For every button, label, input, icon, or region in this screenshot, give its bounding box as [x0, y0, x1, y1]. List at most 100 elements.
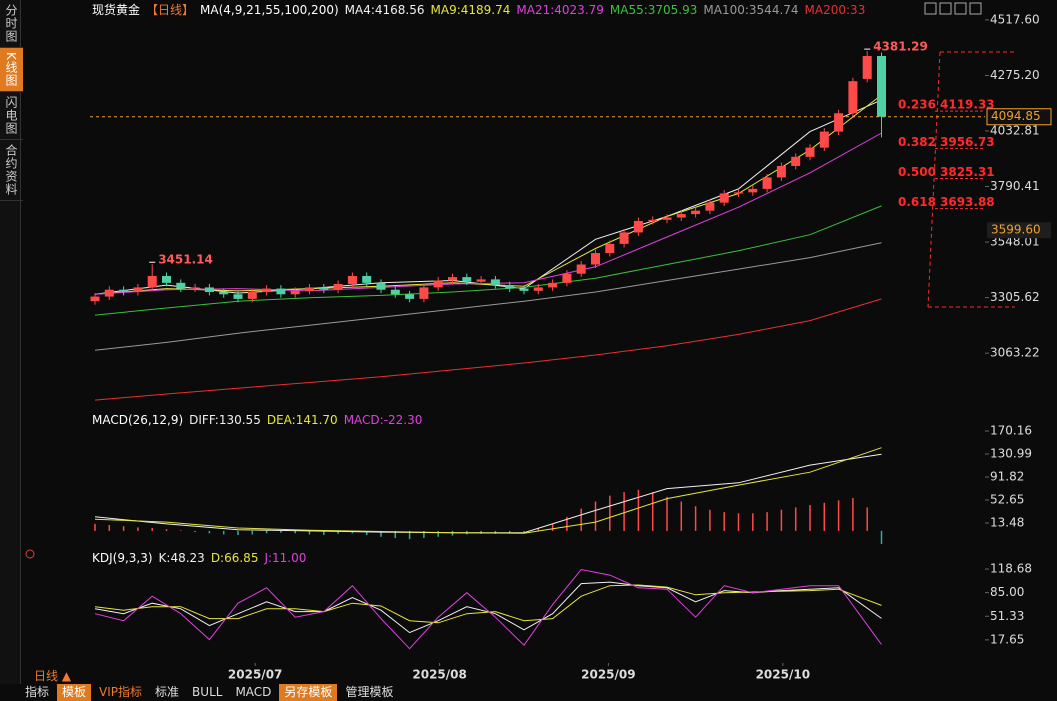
tab[interactable]: MACD — [235, 685, 272, 699]
chart: 4517.604275.204032.813790.413548.013305.… — [25, 2, 1052, 682]
tab[interactable]: 管理模板 — [345, 685, 394, 699]
candle-body — [834, 113, 844, 132]
y-tick-label: 91.82 — [990, 469, 1024, 483]
sidebar-item[interactable]: 闪电图 — [0, 92, 23, 140]
candle-body — [648, 219, 658, 221]
tab[interactable]: 标准 — [155, 685, 180, 699]
candle-body — [734, 192, 743, 194]
candle-body — [619, 232, 629, 244]
candle-body — [247, 291, 257, 299]
high-label: 3451.14 — [158, 253, 213, 267]
candle-body — [476, 279, 486, 282]
fib-value: 3693.88 — [940, 195, 995, 209]
candle-body — [319, 287, 329, 290]
period-label[interactable]: 日线 — [34, 669, 59, 683]
x-tick-label: 2025/07 — [228, 668, 282, 682]
tab[interactable]: VIP指标 — [99, 685, 143, 699]
fib-value: 4119.33 — [940, 98, 995, 112]
legend-entry: MA200:33 — [804, 3, 866, 17]
candle-body — [376, 282, 386, 290]
candle-body — [862, 55, 872, 79]
candle-body — [791, 156, 801, 166]
candle-body — [548, 282, 558, 288]
legend-entry: MA100:3544.74 — [703, 3, 799, 17]
candle-body — [705, 202, 715, 211]
candle-body — [576, 264, 586, 274]
cursor-price-label: 3599.60 — [991, 223, 1041, 237]
candle-body — [119, 289, 129, 292]
kdj-icon — [25, 549, 35, 559]
y-tick-label: 3790.41 — [990, 179, 1040, 193]
candle-body — [605, 243, 615, 254]
legend-entry: DIFF:130.55 — [189, 413, 261, 427]
candle-body — [419, 287, 429, 299]
y-tick-label: 13.48 — [990, 515, 1024, 529]
panel-header: 现货黄金 【日线】 MA(4,9,21,55,100,200) MA4:4168.56… — [92, 2, 865, 18]
candle-body — [448, 277, 457, 281]
cursor-price-box — [987, 222, 1051, 239]
y-tick-label: 4032.81 — [990, 123, 1040, 137]
candle-body — [176, 282, 186, 289]
candle-body — [719, 193, 729, 203]
candle-body — [162, 275, 171, 283]
y-tick-label: 170.16 — [990, 423, 1032, 437]
panel-header: MACD(26,12,9) DIFF:130.55 DEA:141.70 MACD:-… — [92, 412, 422, 428]
title: MACD(26,12,9) — [92, 413, 184, 427]
candle-body — [262, 288, 272, 292]
macd-line — [94, 453, 882, 534]
candle-body — [405, 294, 415, 299]
legend-entry: MA21:4023.79 — [516, 3, 604, 17]
candle-body — [305, 287, 314, 291]
macd-line — [94, 447, 882, 534]
y-tick-label: 85.00 — [990, 585, 1024, 599]
fib-ratio: 0.382 — [898, 135, 936, 149]
tab[interactable]: 模板 — [57, 684, 92, 701]
legend-entry: K:48.23 — [158, 551, 205, 565]
candle-body — [762, 177, 772, 189]
candle-body — [776, 165, 786, 178]
fib-ratio: 0.618 — [898, 195, 936, 209]
tab[interactable]: 另存模板 — [279, 684, 338, 701]
sidebar: 分时图 K线图 闪电图 合约资料 — [0, 0, 23, 684]
candle-body — [633, 220, 643, 233]
candle-body — [347, 275, 357, 284]
fib-value: 3825.31 — [940, 165, 995, 179]
panel-header: KDJ(9,3,3) K:48.23 D:66.85 J:11.00 — [92, 550, 306, 566]
tab[interactable]: 指标 — [25, 685, 50, 699]
sidebar-item[interactable]: K线图 — [0, 48, 23, 92]
legend-entry: D:66.85 — [210, 551, 259, 565]
period-button[interactable]: 日线 ▲ — [34, 669, 72, 683]
kdj-line — [94, 581, 882, 634]
legend-entry: J:11.00 — [264, 551, 307, 565]
ma-line — [94, 205, 882, 316]
candle-body — [362, 275, 372, 283]
sidebar-item[interactable]: 合约资料 — [0, 140, 23, 201]
candle-body — [204, 287, 214, 292]
candle-body — [233, 294, 243, 299]
tab[interactable]: BULL — [192, 685, 223, 699]
last-price-label: 4094.85 — [991, 109, 1041, 123]
fib-frame — [927, 51, 1015, 308]
candle-body — [462, 277, 472, 282]
candle-body — [691, 210, 701, 215]
y-tick-label: 118.68 — [990, 562, 1032, 576]
y-tick-label: 3305.62 — [990, 290, 1040, 304]
indicator: MA(4,9,21,55,100,200) — [200, 3, 339, 17]
y-tick-label: 17.65 — [990, 632, 1024, 646]
candle-body — [490, 279, 500, 286]
sidebar-item[interactable]: 分时图 — [0, 0, 23, 48]
y-tick-label: 3063.22 — [990, 346, 1040, 360]
period: 【日线】 — [146, 3, 195, 17]
legend-entry: MACD:-22.30 — [343, 413, 423, 427]
legend-entry: MA55:3705.93 — [609, 3, 698, 17]
x-tick-label: 2025/09 — [581, 668, 635, 682]
legend-entry: MA4:4168.56 — [344, 3, 425, 17]
candle-body — [748, 188, 758, 193]
y-tick-label: 52.65 — [990, 492, 1024, 506]
candle-body — [390, 289, 400, 295]
candle-body — [133, 287, 143, 292]
candle-body — [333, 283, 343, 290]
legend-entry: MA9:4189.74 — [430, 3, 511, 17]
candle-body — [147, 275, 157, 288]
